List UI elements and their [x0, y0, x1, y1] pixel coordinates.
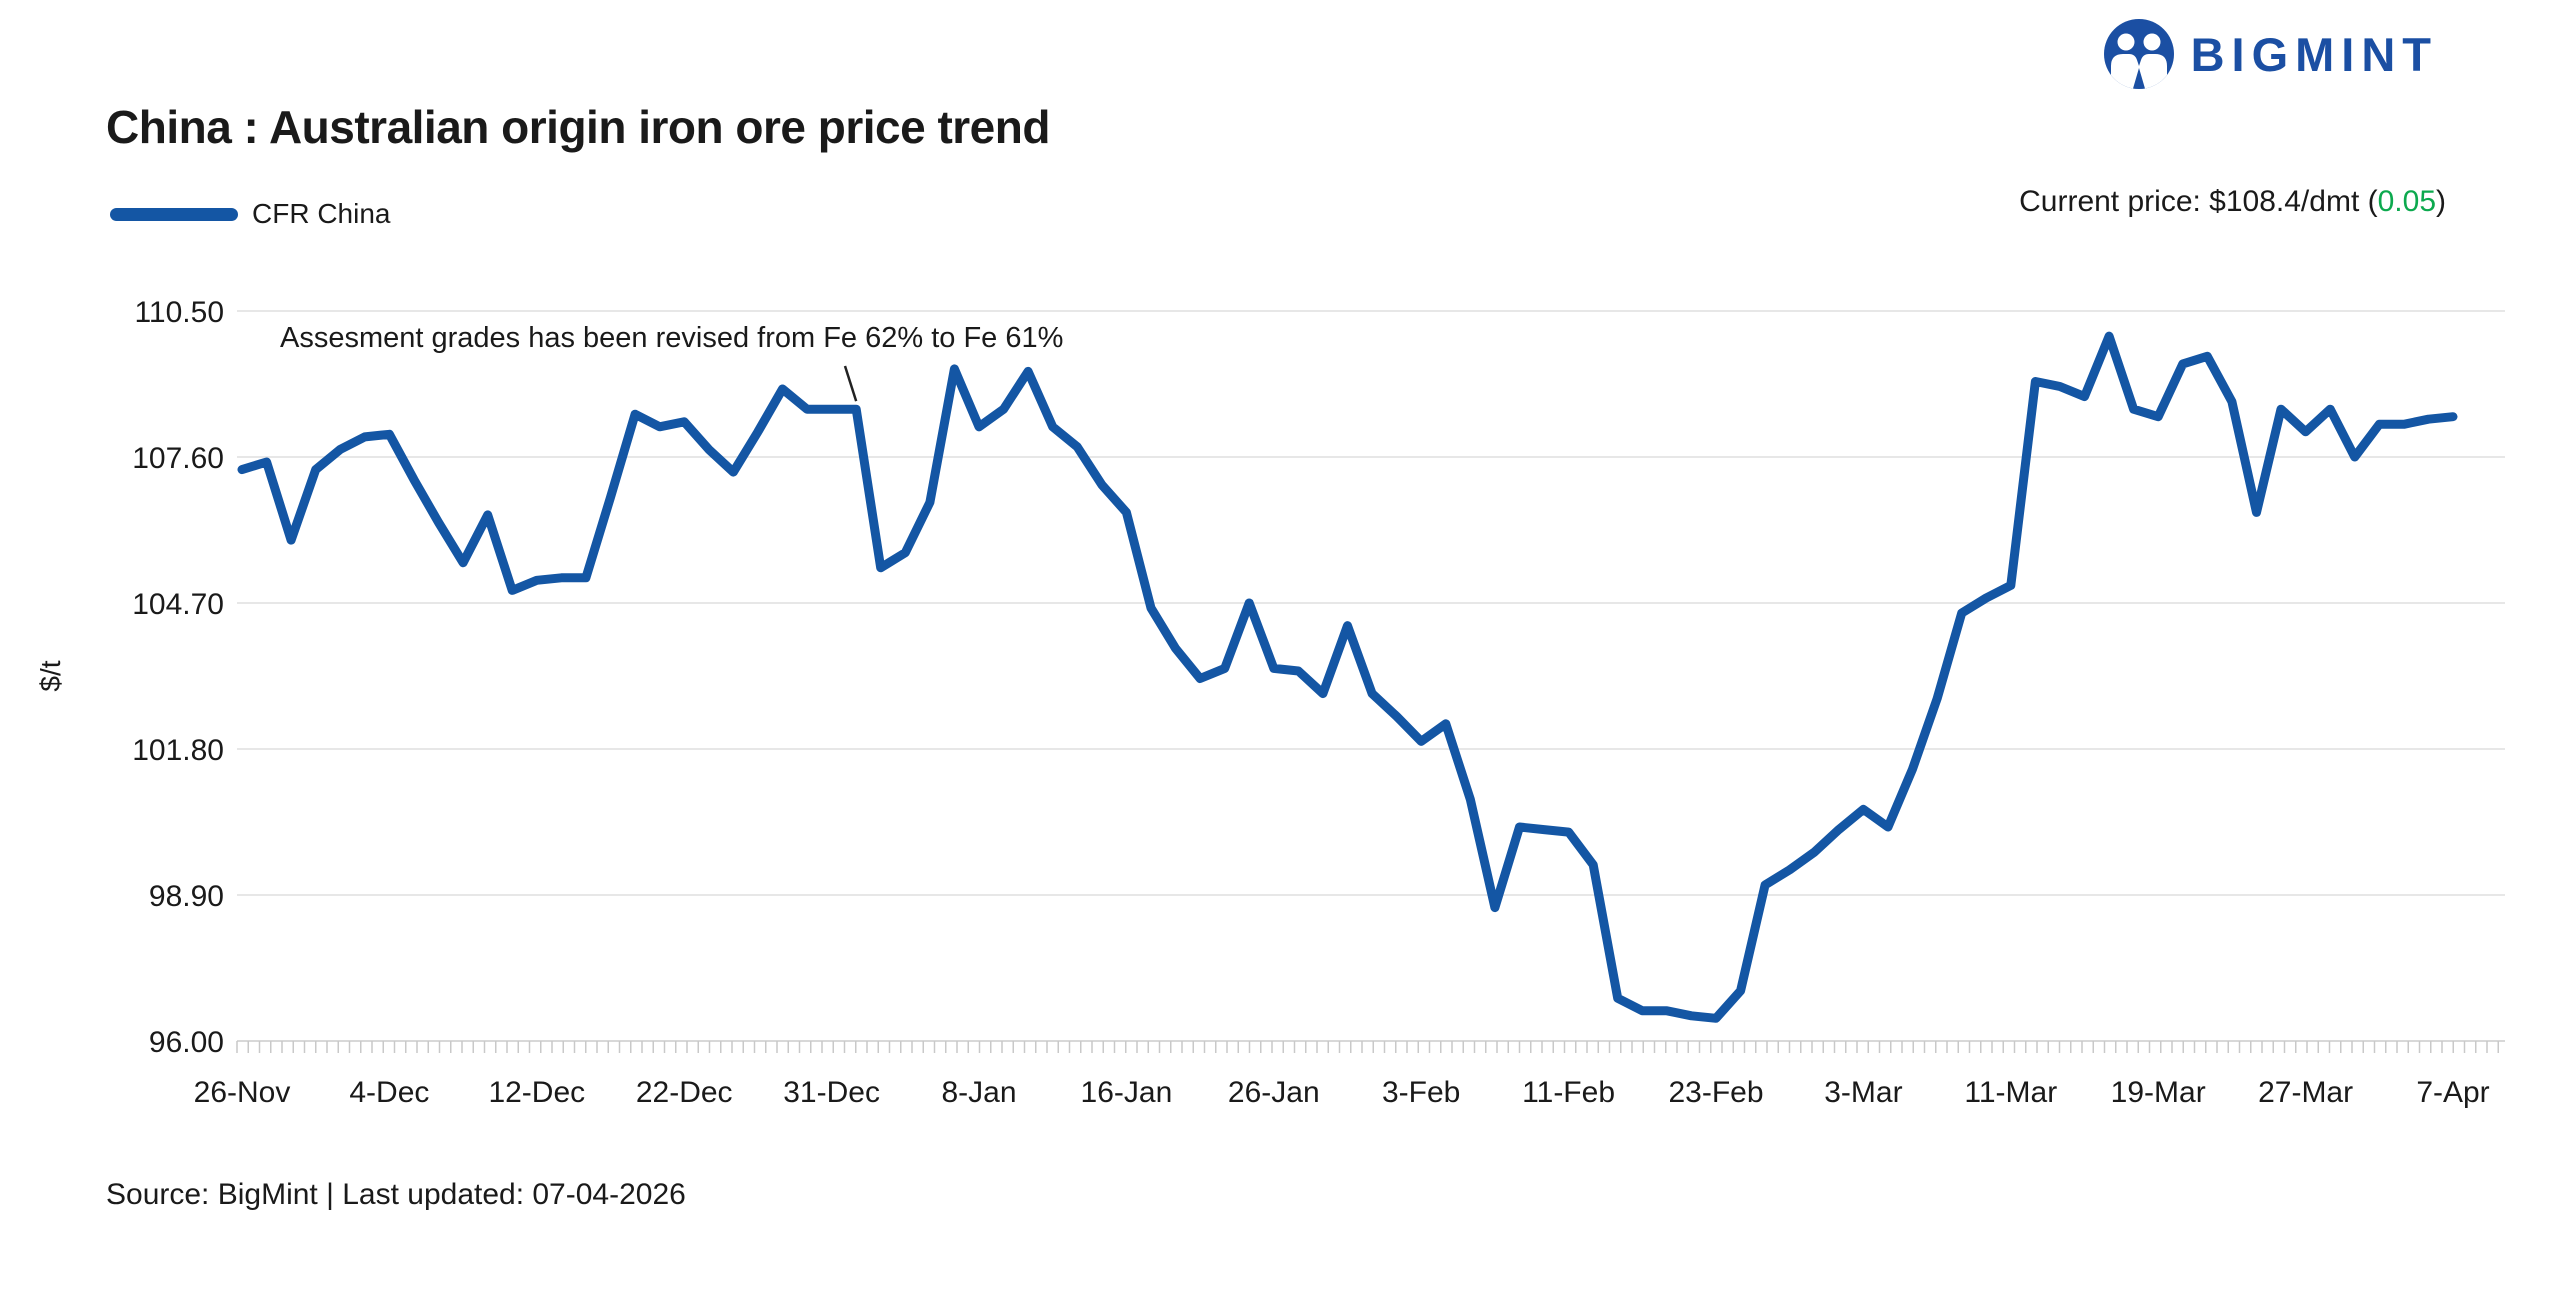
brand-name: BIGMINT [2190, 27, 2438, 81]
source-note: Source: BigMint | Last updated: 07-04-20… [106, 1178, 686, 1211]
x-axis-tick-label: 27-Mar [2258, 1076, 2353, 1109]
bigmint-logo-icon [2103, 19, 2174, 89]
page-title: China : Australian origin iron ore price… [106, 101, 1050, 153]
annotation-connector-line [843, 365, 858, 402]
annotation-text: Assesment grades has been revised from F… [280, 322, 1064, 354]
x-axis-tick-label: 7-Apr [2416, 1076, 2489, 1109]
x-axis-tick-label: 4-Dec [349, 1076, 429, 1109]
x-axis-tick-label: 31-Dec [783, 1076, 880, 1109]
y-axis-tick-label: 101.80 [132, 734, 224, 767]
x-axis-tick-label: 16-Jan [1081, 1076, 1173, 1109]
current-price-suffix: ) [2436, 185, 2446, 218]
x-axis-tick-label: 19-Mar [2111, 1076, 2206, 1109]
x-axis-tick-label: 26-Nov [194, 1076, 291, 1109]
cfr-china-price-line [237, 331, 2458, 1023]
x-axis-tick-label: 3-Feb [1382, 1076, 1460, 1109]
current-price-change: 0.05 [2377, 185, 2436, 218]
x-axis-tick-label: 11-Mar [1964, 1076, 2057, 1109]
y-axis-tick-label: 98.90 [149, 880, 224, 913]
brand-logo: BIGMINT [2103, 18, 2438, 90]
x-axis-tick-label: 23-Feb [1668, 1076, 1763, 1109]
y-axis-tick-label: 96.00 [149, 1026, 224, 1059]
y-axis-tick-label: 107.60 [132, 442, 224, 475]
cfr-china-line-swatch [110, 207, 238, 221]
x-axis-tick-label: 8-Jan [941, 1076, 1016, 1109]
x-axis-tick-label: 3-Mar [1824, 1076, 1902, 1109]
x-axis-tick-label: 22-Dec [636, 1076, 733, 1109]
x-axis-tick-label: 11-Feb [1522, 1076, 1615, 1109]
y-axis-title: $/t [35, 660, 66, 691]
legend-label: CFR China [252, 198, 391, 229]
y-axis-tick-label: 110.50 [134, 296, 224, 329]
x-axis-tick-label: 12-Dec [488, 1076, 585, 1109]
x-axis-tick-label: 26-Jan [1228, 1076, 1320, 1109]
legend: CFR China [110, 198, 390, 230]
y-axis-tick-label: 104.70 [132, 588, 224, 621]
current-price: Current price: $108.4/dmt (0.05) [2019, 185, 2446, 219]
current-price-prefix: Current price: $108.4/dmt ( [2019, 185, 2378, 218]
